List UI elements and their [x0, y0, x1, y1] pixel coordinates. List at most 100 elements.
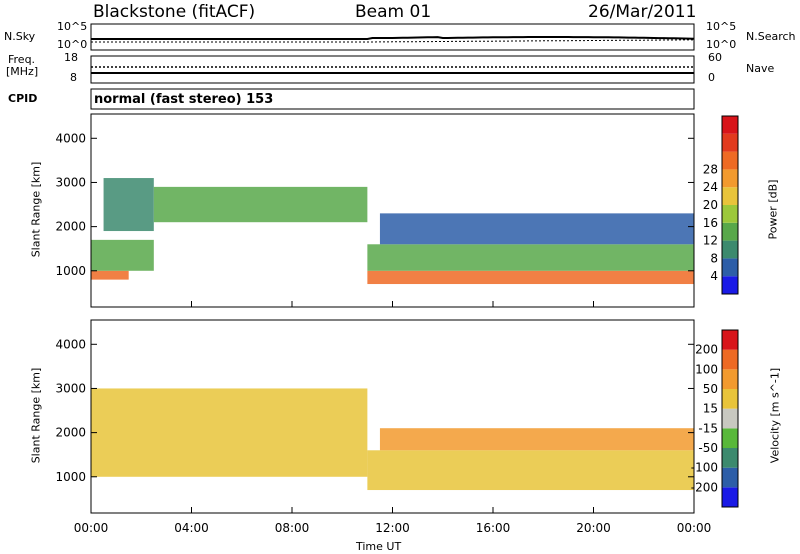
- power-echo-band: [91, 239, 154, 271]
- power-x-ticks: [90, 301, 695, 307]
- beam-title: Beam 01: [355, 2, 432, 22]
- colorbar-swatch: [722, 222, 738, 241]
- station-title: Blackstone (fitACF): [93, 2, 256, 22]
- power-panel: 1000 2000 3000 4000: [55, 113, 695, 308]
- colorbar-tick-label: 16: [703, 216, 718, 230]
- x-tick-label: 04:00: [174, 521, 209, 535]
- y-tick-label: 2000: [55, 426, 86, 440]
- nave-label: Nave: [746, 62, 775, 75]
- velocity-echo-band: [367, 450, 694, 491]
- y-tick-label: 1000: [55, 470, 86, 484]
- power-echo-band: [367, 270, 694, 285]
- velocity-colorbar: -200 -100 -50 -15 15 50 100 200: [691, 329, 739, 508]
- colorbar-tick-label: 100: [695, 362, 718, 376]
- colorbar-swatch: [722, 389, 738, 409]
- colorbar-swatch: [722, 408, 738, 429]
- colorbar-swatch: [722, 133, 738, 152]
- colorbar-tick-label: 20: [703, 198, 718, 212]
- colorbar-swatch: [722, 169, 738, 188]
- colorbar-swatch: [722, 369, 738, 389]
- nsearch-label: N.Search: [746, 30, 796, 43]
- cpid-text: normal (fast stereo) 153: [94, 92, 274, 107]
- freq-panel: [90, 55, 695, 84]
- colorbar-tick-label: -50: [698, 441, 718, 455]
- colorbar-swatch: [722, 487, 738, 507]
- freq-label: Freq.: [8, 53, 36, 66]
- date-title: 26/Mar/2011: [588, 2, 697, 22]
- colorbar-tick-label: -200: [691, 480, 718, 494]
- power-echo-band: [379, 213, 694, 245]
- colorbar-swatch: [722, 258, 738, 277]
- power-y-ticks: 1000 2000 3000 4000: [55, 131, 694, 278]
- power-echo-band: [367, 244, 694, 271]
- colorbar-swatch: [722, 151, 738, 170]
- x-tick-label: 20:00: [576, 521, 611, 535]
- cpid-label: CPID: [8, 92, 38, 105]
- cpid-panel: [90, 88, 695, 110]
- colorbar-tick-label: 8: [710, 251, 718, 265]
- nsearch-tick-high: 10^5: [706, 20, 737, 33]
- power-echo-band: [153, 186, 368, 223]
- x-tick-label: 12:00: [375, 521, 410, 535]
- colorbar-swatch: [722, 467, 738, 488]
- colorbar-tick-label: 24: [703, 180, 718, 194]
- y-tick-label: 3000: [55, 381, 86, 395]
- velocity-cbar-label: Velocity [m s^-1]: [768, 367, 782, 464]
- nsearch-trace: [91, 39, 695, 43]
- colorbar-tick-label: -15: [698, 421, 718, 435]
- nsky-trace: [91, 36, 695, 40]
- colorbar-swatch: [722, 205, 738, 223]
- power-echo-band: [103, 178, 154, 232]
- y-tick-label: 4000: [55, 131, 86, 145]
- y-tick-label: 2000: [55, 220, 86, 234]
- power-echoes: [91, 178, 694, 285]
- velocity-echo-band: [379, 428, 694, 451]
- colorbar-swatch: [722, 116, 738, 134]
- y-tick-label: 3000: [55, 175, 86, 189]
- colorbar-swatch: [722, 330, 738, 350]
- colorbar-tick-label: 12: [703, 234, 718, 248]
- colorbar-frame: [721, 115, 739, 295]
- velocity-x-ticks: 00:00 04:00 08:00 12:00 16:00 20:00 00:00: [74, 507, 712, 535]
- nsky-label: N.Sky: [4, 30, 36, 43]
- freq-unit-label: [MHz]: [6, 65, 39, 78]
- nave-tick-low: 0: [708, 71, 715, 84]
- velocity-ylabel: Slant Range [km]: [29, 367, 43, 464]
- velocity-echo-band: [91, 388, 368, 477]
- velocity-panel: 1000 2000 3000 4000 00:00 04:00 08:00 12:00 16:…: [55, 319, 712, 535]
- colorbar-swatch: [722, 276, 738, 294]
- nsearch-tick-low: 10^0: [706, 38, 737, 51]
- power-colorbar: 4 8 12 16 20 24 28: [703, 115, 739, 295]
- colorbar-swatch: [722, 448, 738, 468]
- freq-tick-low: 8: [70, 71, 77, 84]
- colorbar-tick-label: -100: [691, 461, 718, 475]
- colorbar-tick-label: 4: [710, 269, 718, 283]
- power-echo-band: [91, 270, 129, 280]
- x-tick-label: 08:00: [275, 521, 310, 535]
- nsky-panel: [90, 23, 695, 51]
- colorbar-tick-label: 200: [695, 343, 718, 357]
- colorbar-swatch: [722, 240, 738, 259]
- power-ylabel: Slant Range [km]: [29, 161, 43, 258]
- x-axis-label: Time UT: [356, 540, 402, 553]
- colorbar-swatch: [722, 187, 738, 205]
- x-tick-label: 00:00: [74, 521, 109, 535]
- colorbar-tick-label: 15: [703, 402, 718, 416]
- freq-tick-high: 18: [64, 51, 78, 64]
- velocity-echoes: [91, 388, 694, 491]
- colorbar-tick-label: 50: [703, 382, 718, 396]
- x-tick-label: 00:00: [677, 521, 712, 535]
- colorbar-frame: [721, 329, 739, 508]
- nsky-tick-low: 10^0: [57, 38, 88, 51]
- y-tick-label: 4000: [55, 337, 86, 351]
- nave-tick-high: 60: [708, 51, 722, 64]
- y-tick-label: 1000: [55, 264, 86, 278]
- colorbar-tick-label: 28: [703, 162, 718, 176]
- nsky-tick-high: 10^5: [57, 20, 88, 33]
- power-cbar-label: Power [dB]: [766, 179, 780, 240]
- colorbar-swatch: [722, 349, 738, 370]
- colorbar-swatch: [722, 428, 738, 448]
- x-tick-label: 16:00: [476, 521, 511, 535]
- velocity-y-ticks: 1000 2000 3000 4000: [55, 337, 694, 484]
